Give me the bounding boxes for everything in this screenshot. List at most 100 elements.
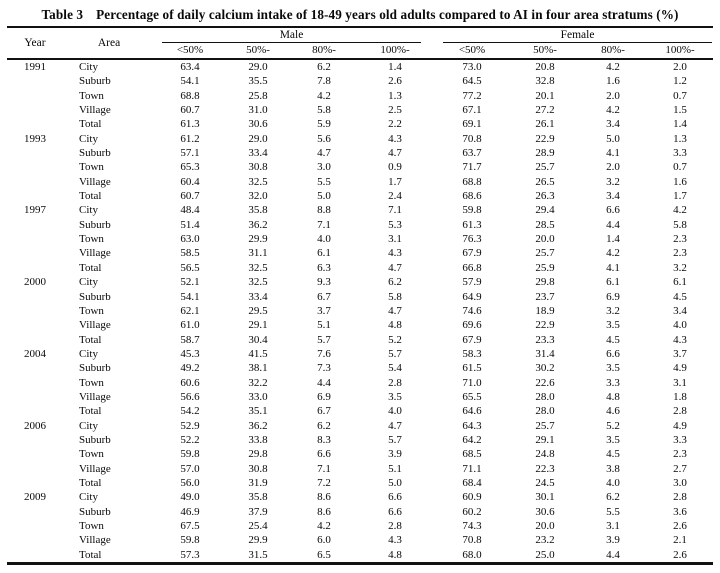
value-cell: 4.8 [606, 390, 620, 403]
value-cell: 68.6 [462, 190, 482, 203]
value-cell: 22.6 [535, 376, 555, 389]
value-cell: 60.6 [180, 376, 200, 389]
year-cell [7, 318, 63, 332]
table-row: Town 68.8 25.8 4.2 1.3 77.2 20.1 2.0 0.7 [7, 89, 713, 103]
area-cell: Village [79, 104, 111, 117]
value-cell: 1.6 [673, 175, 687, 188]
table-row: Village 59.8 29.9 6.0 4.3 70.8 23.2 3.9 2.1 [7, 533, 713, 547]
value-cell: 3.7 [673, 347, 687, 360]
value-cell: 57.0 [180, 462, 200, 475]
year-cell [7, 218, 63, 232]
value-cell: 32.5 [248, 175, 268, 188]
area-cell: City [79, 132, 98, 145]
table-row: Town 67.5 25.4 4.2 2.8 74.3 20.0 3.1 2.6 [7, 519, 713, 533]
value-cell: 22.9 [535, 132, 555, 145]
value-cell: 64.9 [462, 290, 482, 303]
value-cell: 62.1 [180, 304, 200, 317]
value-cell: 1.5 [673, 104, 687, 117]
value-cell: 32.2 [248, 376, 268, 389]
area-cell: Town [79, 161, 104, 174]
value-cell: 3.4 [606, 190, 620, 203]
value-cell: 2.8 [673, 405, 687, 418]
female-subcol-1: 50%- [511, 43, 580, 60]
value-cell: 59.8 [462, 204, 482, 217]
area-cell: Suburb [79, 218, 111, 231]
value-cell: 61.0 [180, 319, 200, 332]
value-cell: 2.8 [388, 376, 402, 389]
value-cell: 61.3 [462, 218, 482, 231]
value-cell: 6.7 [317, 290, 331, 303]
value-cell: 7.2 [317, 476, 331, 489]
table-row: Total 56.5 32.5 6.3 4.7 66.8 25.9 4.1 3.2 [7, 261, 713, 275]
value-cell: 31.4 [535, 347, 555, 360]
value-cell: 71.0 [462, 376, 482, 389]
value-cell: 33.4 [248, 147, 268, 160]
value-cell: 51.4 [180, 218, 200, 231]
table-row: Total 58.7 30.4 5.7 5.2 67.9 23.3 4.5 4.3 [7, 333, 713, 347]
value-cell: 1.7 [388, 175, 402, 188]
value-cell: 4.2 [317, 89, 331, 102]
value-cell: 1.4 [673, 118, 687, 131]
value-cell: 35.8 [248, 204, 268, 217]
value-cell: 4.7 [388, 304, 402, 317]
value-cell: 5.0 [606, 132, 620, 145]
value-cell: 2.0 [673, 61, 687, 73]
value-cell: 77.2 [462, 89, 482, 102]
year-cell: 1993 [24, 132, 46, 145]
value-cell: 5.5 [606, 505, 620, 518]
year-cell [7, 103, 63, 117]
value-cell: 30.6 [248, 118, 268, 131]
male-subcol-2: 80%- [291, 43, 357, 60]
female-group-label: Female [443, 29, 713, 43]
value-cell: 1.4 [388, 61, 402, 73]
table-row: Village 60.4 32.5 5.5 1.7 68.8 26.5 3.2 1.6 [7, 175, 713, 189]
value-cell: 29.0 [248, 132, 268, 145]
value-cell: 30.1 [535, 491, 555, 504]
value-cell: 3.3 [606, 376, 620, 389]
value-cell: 2.6 [673, 548, 687, 561]
value-cell: 6.7 [317, 405, 331, 418]
value-cell: 69.6 [462, 319, 482, 332]
value-cell: 2.3 [673, 233, 687, 246]
year-cell [7, 232, 63, 246]
table-row: 1991 City 63.4 29.0 6.2 1.4 73.0 20.8 4.2 2.0 [7, 59, 713, 74]
area-cell: Town [79, 376, 104, 389]
col-group-male: Male [155, 27, 433, 43]
value-cell: 48.4 [180, 204, 200, 217]
value-cell: 60.9 [462, 491, 482, 504]
value-cell: 3.2 [673, 261, 687, 274]
value-cell: 36.2 [248, 218, 268, 231]
area-cell: City [79, 204, 98, 217]
value-cell: 5.8 [317, 104, 331, 117]
value-cell: 5.7 [388, 433, 402, 446]
value-cell: 52.2 [180, 433, 200, 446]
value-cell: 56.5 [180, 261, 200, 274]
value-cell: 3.5 [606, 319, 620, 332]
year-cell [7, 462, 63, 476]
value-cell: 29.4 [535, 204, 555, 217]
value-cell: 69.1 [462, 118, 482, 131]
year-cell [7, 333, 63, 347]
value-cell: 4.0 [388, 405, 402, 418]
area-cell: Total [79, 333, 102, 346]
value-cell: 41.5 [248, 347, 268, 360]
year-cell [7, 89, 63, 103]
value-cell: 4.7 [388, 261, 402, 274]
year-cell: 1991 [24, 61, 46, 73]
table-row: Town 60.6 32.2 4.4 2.8 71.0 22.6 3.3 3.1 [7, 376, 713, 390]
year-cell: 2004 [24, 347, 46, 360]
value-cell: 22.9 [535, 319, 555, 332]
value-cell: 2.4 [388, 190, 402, 203]
value-cell: 5.5 [317, 175, 331, 188]
value-cell: 63.4 [180, 61, 200, 73]
value-cell: 2.6 [388, 75, 402, 88]
year-cell [7, 175, 63, 189]
table-row: 2006 City 52.9 36.2 6.2 4.7 64.3 25.7 5.2 4.9 [7, 419, 713, 433]
value-cell: 30.4 [248, 333, 268, 346]
value-cell: 60.7 [180, 190, 200, 203]
value-cell: 36.2 [248, 419, 268, 432]
area-cell: Total [79, 118, 102, 131]
value-cell: 6.9 [317, 390, 331, 403]
value-cell: 7.1 [317, 218, 331, 231]
value-cell: 58.3 [462, 347, 482, 360]
